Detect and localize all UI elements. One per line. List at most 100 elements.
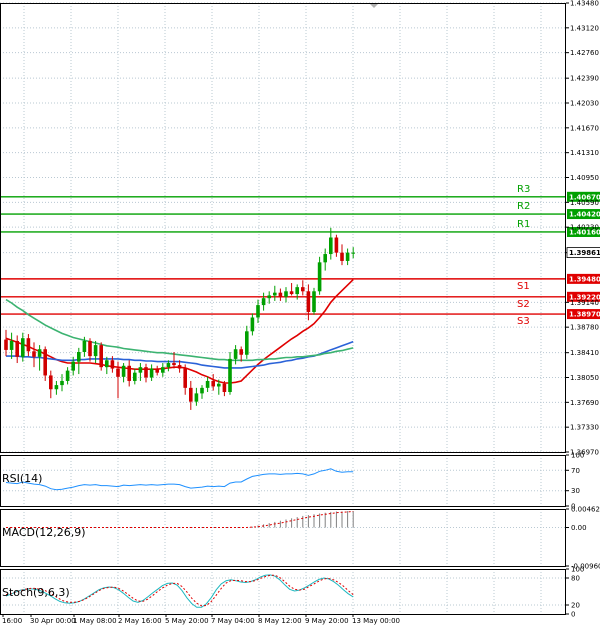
candle-body xyxy=(245,331,249,355)
candle-body xyxy=(138,367,143,373)
candle-body xyxy=(261,298,266,306)
candle-body xyxy=(200,387,204,394)
candle-body xyxy=(32,351,36,357)
candle-body xyxy=(306,291,311,312)
price-tick-label: 1.37690 xyxy=(570,399,599,407)
price-tick-label: 1.41310 xyxy=(570,149,599,157)
pivot-label-r2: R2 xyxy=(517,201,530,212)
panel-title: RSI(14) xyxy=(2,472,42,485)
candle-body xyxy=(295,287,299,295)
candle-body xyxy=(172,363,176,366)
candle-body xyxy=(250,317,255,332)
candle-body xyxy=(71,361,75,371)
sub-tick-label: 100 xyxy=(571,452,584,460)
candle-body xyxy=(166,363,171,368)
candle-body xyxy=(329,237,333,255)
sub-tick-label: 30 xyxy=(571,487,580,495)
candle-body xyxy=(273,292,277,296)
candle-body xyxy=(54,385,59,390)
candle-body xyxy=(289,291,294,295)
candle-body xyxy=(65,370,70,381)
candle-body xyxy=(301,287,305,292)
candle-body xyxy=(194,393,199,402)
candle-body xyxy=(189,387,193,402)
price-tick-label: 1.38410 xyxy=(570,349,599,357)
price-tick-label: 1.40950 xyxy=(570,174,599,182)
candle-body xyxy=(177,365,182,369)
chart-shift-triangle-icon[interactable] xyxy=(370,4,378,8)
price-tick-label: 1.42390 xyxy=(570,75,599,83)
candle-body xyxy=(133,372,137,381)
candle-body xyxy=(211,380,215,387)
price-tick-label: 1.43480 xyxy=(570,0,599,8)
candlesticks xyxy=(4,227,355,410)
pivot-price-tag-r3 xyxy=(567,191,600,202)
candle-body xyxy=(26,338,31,352)
panel-border-stoch xyxy=(0,569,566,615)
candle-body xyxy=(121,365,126,377)
candle-body xyxy=(149,368,154,378)
stoch-d-line xyxy=(5,574,354,607)
sub-tick-label: 0 xyxy=(571,611,575,619)
candle-body xyxy=(93,345,98,357)
candle-body xyxy=(284,291,288,297)
macd-signal-line xyxy=(6,511,354,528)
candle-body xyxy=(99,345,103,368)
time-tick-label: 2 May 16:00 xyxy=(118,617,162,625)
pivot-price-tag-s3 xyxy=(567,309,600,320)
price-tick-label: 1.42760 xyxy=(570,49,599,57)
pivot-label-s2: S2 xyxy=(517,299,530,310)
time-tick-label: 8 May 12:00 xyxy=(258,617,302,625)
price-tick-label: 1.37330 xyxy=(570,424,599,432)
candle-body xyxy=(15,340,19,357)
time-tick-label: 13 May 00:00 xyxy=(352,617,400,625)
current-price-label: 1.39861 xyxy=(569,249,600,257)
candle-body xyxy=(205,380,210,388)
sub-tick-label: 100 xyxy=(571,566,584,574)
candle-body xyxy=(82,340,87,352)
price-tick-label: 1.38050 xyxy=(570,374,599,382)
price-tick-label: 1.42030 xyxy=(570,100,599,108)
price-tick-label: 1.41670 xyxy=(570,124,599,132)
time-tick-label: 30 Apr 00:00 xyxy=(30,617,76,625)
candle-body xyxy=(116,368,120,377)
candle-body xyxy=(233,349,238,359)
price-tick-label: 1.40230 xyxy=(570,224,599,232)
pivot-lines: R3 1.40670 R2 1.40420 R1 1.40160 S1 1.39480 S2 1.… xyxy=(0,184,600,327)
candle-body xyxy=(334,237,339,253)
candle-body xyxy=(60,380,64,386)
price-tick-label: 1.39140 xyxy=(570,299,599,307)
panel-borders xyxy=(0,3,566,615)
time-axis: 16:00 30 Apr 00:001 May 08:00 2 May 16:00 5… xyxy=(2,614,400,625)
candle-body xyxy=(127,365,131,381)
candle-body xyxy=(37,349,42,357)
candle-body xyxy=(183,368,187,388)
candle-body xyxy=(21,338,25,357)
time-tick-label: 7 May 04:00 xyxy=(211,617,255,625)
pivot-price-tag-label-s2: 1.39220 xyxy=(569,293,600,301)
candle-body xyxy=(49,375,53,390)
candle-body xyxy=(43,349,47,376)
sub-tick-label: 20 xyxy=(571,602,580,610)
candle-body xyxy=(323,254,327,263)
panel-title: MACD(12,26,9) xyxy=(2,526,86,539)
chart-shift-marker[interactable] xyxy=(370,4,378,8)
main-price-axis: 1.43480 1.43120 1.42760 1.42390 1.42030 1.416… xyxy=(566,0,600,457)
candle-body xyxy=(9,340,14,350)
pivot-price-tag-label-s1: 1.39480 xyxy=(569,275,600,283)
candle-body xyxy=(161,367,165,373)
time-tick-label: 16:00 xyxy=(2,617,22,625)
pivot-price-tag-s2 xyxy=(567,291,600,302)
candle-body xyxy=(4,339,8,350)
candle-body xyxy=(222,383,227,392)
candle-body xyxy=(110,360,115,369)
pivot-price-tag-r2 xyxy=(567,209,600,220)
price-tick-label: 1.40590 xyxy=(570,199,599,207)
macd-panel: 0.004625 0.00 -0.009608 MACD(12,26,9) xyxy=(0,506,600,571)
candle-body xyxy=(267,295,271,299)
candle-body xyxy=(312,291,316,312)
candle-body xyxy=(217,383,221,387)
price-tick-label: 1.36970 xyxy=(570,449,599,457)
